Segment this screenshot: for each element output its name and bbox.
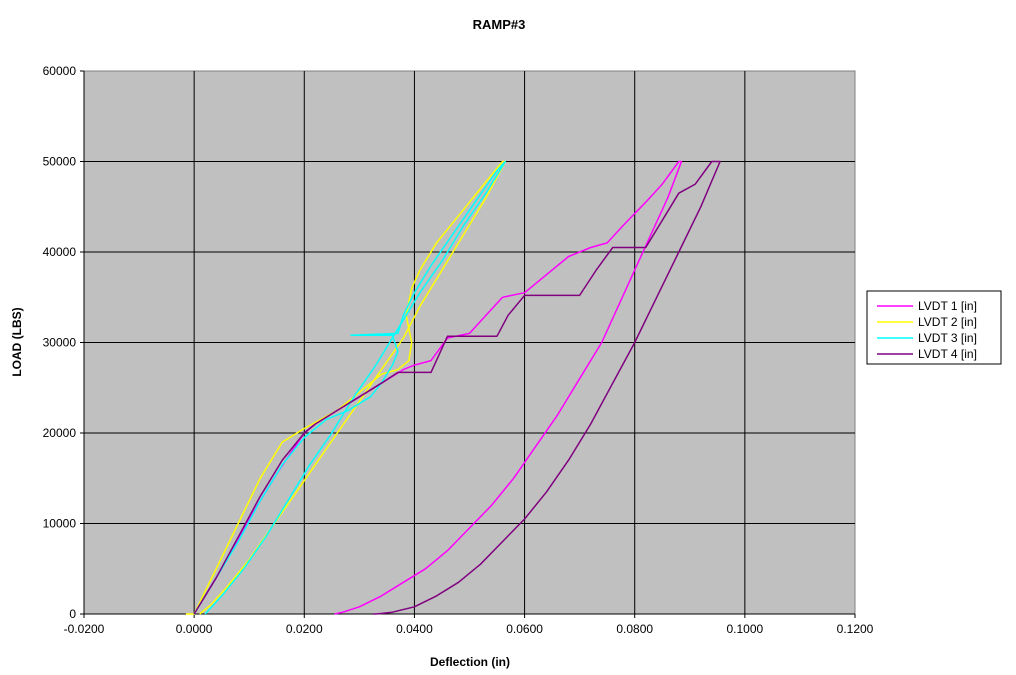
series-line-lvdt-2: [185, 160, 507, 615]
y-axis-label: LOAD (LBS): [10, 307, 24, 376]
grid-lines: [84, 71, 855, 614]
y-tick-label: 40000: [43, 245, 77, 259]
legend-label: LVDT 4 [in]: [918, 347, 977, 361]
y-tick-label: 20000: [43, 426, 77, 440]
legend-label: LVDT 1 [in]: [918, 299, 977, 313]
series-line-lvdt-4: [193, 160, 721, 615]
x-tick-label: 0.1000: [727, 622, 764, 636]
y-tick-label: 0: [69, 607, 76, 621]
x-tick-label: 0.0800: [616, 622, 653, 636]
x-tick-label: 0.0200: [286, 622, 323, 636]
legend-box: [866, 290, 1002, 365]
chart-title: RAMP#3: [473, 17, 526, 32]
y-tick-label: 50000: [43, 155, 77, 169]
x-axis-ticks: -0.0200 0.0000 0.0200 0.0400 0.0600 0.0800 0.1…: [64, 613, 874, 636]
y-axis-ticks: 0 10000 20000 30000 40000 50000 60000: [43, 64, 85, 621]
series-line-lvdt-3: [193, 160, 507, 615]
legend-label: LVDT 2 [in]: [918, 315, 977, 329]
y-tick-label: 30000: [43, 336, 77, 350]
series-layer: [185, 160, 721, 615]
x-axis-label: Deflection (in): [430, 655, 510, 669]
x-tick-label: 0.0400: [396, 622, 433, 636]
legend-label: LVDT 3 [in]: [918, 331, 977, 345]
x-tick-label: 0.1200: [837, 622, 874, 636]
y-tick-label: 60000: [43, 64, 77, 78]
x-tick-label: -0.0200: [64, 622, 105, 636]
y-tick-label: 10000: [43, 517, 77, 531]
x-tick-label: 0.0600: [506, 622, 543, 636]
x-tick-label: 0.0000: [176, 622, 213, 636]
legend: LVDT 1 [in] LVDT 2 [in] LVDT 3 [in] LVDT 4 …: [866, 290, 1002, 365]
